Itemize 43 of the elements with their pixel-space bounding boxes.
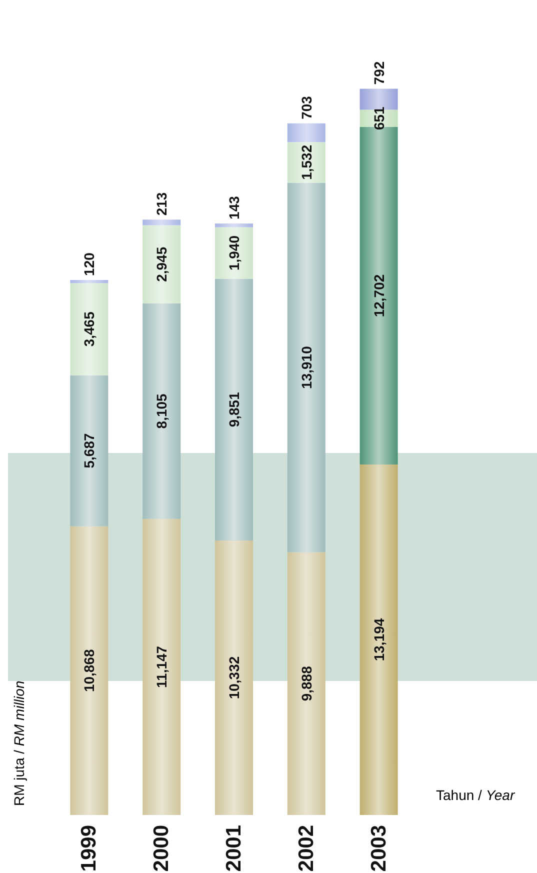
bar <box>70 280 108 284</box>
data-label: 10,868 <box>81 649 98 692</box>
data-label: 8,105 <box>154 393 170 429</box>
bar <box>287 182 326 552</box>
data-label: 3,465 <box>81 311 98 347</box>
data-label: 703 <box>298 96 314 120</box>
bar <box>142 220 181 226</box>
bar <box>215 227 253 279</box>
data-label: 792 <box>370 61 387 85</box>
bar <box>70 526 108 815</box>
bar <box>142 225 181 304</box>
data-label: 2,945 <box>154 246 170 282</box>
data-label: 120 <box>81 252 98 276</box>
y-axis-title: RM juta / RM million <box>11 680 27 806</box>
bar <box>287 552 326 815</box>
data-label: 11,147 <box>154 646 170 688</box>
data-label: 10,332 <box>226 656 242 700</box>
bar <box>142 518 181 815</box>
bar <box>70 283 108 376</box>
data-label: 213 <box>154 192 170 216</box>
data-label: 143 <box>226 196 242 220</box>
data-label: 1,532 <box>298 144 314 180</box>
x-tick-label: 2001 <box>222 824 246 872</box>
x-tick-label: 2002 <box>294 825 318 872</box>
bar <box>215 223 253 228</box>
x-tick-label: 2000 <box>150 825 174 872</box>
bar <box>287 123 326 142</box>
bar <box>360 464 398 815</box>
bar <box>215 540 253 815</box>
x-tick-label: 2003 <box>367 825 390 872</box>
data-label: 12,702 <box>370 274 387 318</box>
x-tick-label: 1999 <box>78 825 101 872</box>
bar <box>70 375 108 526</box>
data-label: 651 <box>370 106 387 130</box>
x-axis-title: Tahun / Year <box>436 787 516 803</box>
bar <box>215 278 253 541</box>
data-label: 1,940 <box>226 235 242 271</box>
data-label: 9,851 <box>226 392 242 428</box>
data-label: 13,910 <box>298 346 314 389</box>
data-label: 5,687 <box>81 433 98 468</box>
data-label: 13,194 <box>370 618 387 662</box>
data-label: 9,888 <box>298 666 314 702</box>
bar <box>142 304 181 519</box>
